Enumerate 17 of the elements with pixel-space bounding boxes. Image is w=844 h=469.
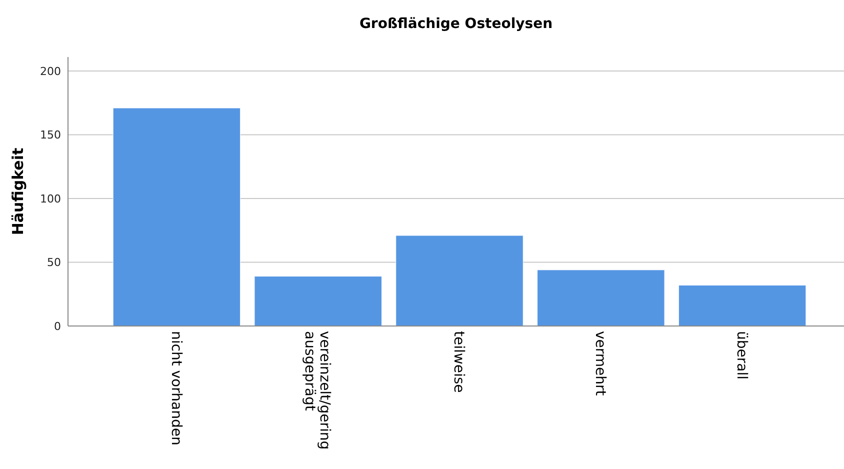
x-tick-label: vermehrt [592, 331, 608, 396]
y-tick-label: 150 [40, 128, 61, 142]
x-tick-label: überall [733, 331, 750, 380]
x-tick-label: vereinzelt/gering ausgeprägt [302, 331, 333, 450]
x-tick-label: nicht vorhanden [168, 331, 184, 446]
y-tick-label: 0 [54, 320, 61, 333]
bar [678, 284, 806, 326]
chart-title: Großflächige Osteolysen [359, 16, 553, 32]
bar [537, 270, 665, 326]
x-tick-label: teilweise [450, 331, 467, 393]
y-tick-label: 200 [40, 64, 61, 78]
y-axis-title: Häufigkeit [9, 148, 27, 236]
bar [112, 108, 241, 326]
bar [396, 235, 524, 326]
y-tick-label: 100 [40, 192, 61, 206]
bar [254, 276, 382, 326]
y-tick-label: 50 [47, 256, 61, 270]
